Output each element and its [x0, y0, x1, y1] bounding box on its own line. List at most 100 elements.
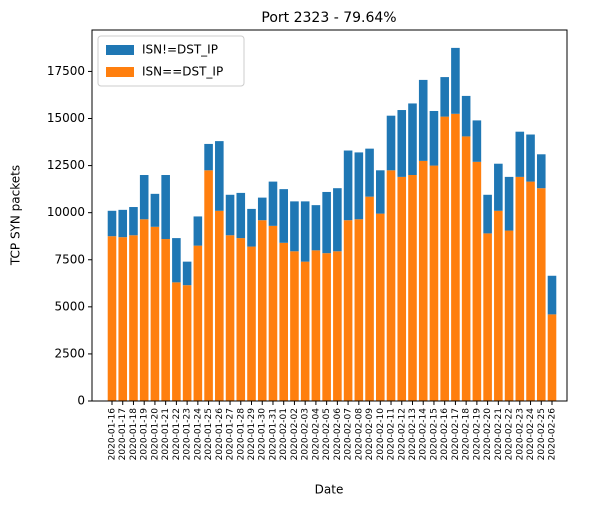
bar-segment	[215, 141, 224, 211]
legend-box	[97, 35, 245, 87]
x-tick-label: 2020-02-15	[429, 408, 439, 460]
bar-segment	[354, 152, 364, 220]
bar-segment	[257, 220, 267, 401]
bar-segment	[418, 160, 428, 401]
y-tick-label: 17500	[47, 64, 85, 78]
bar-segment	[107, 210, 117, 237]
bar-segment	[150, 193, 160, 227]
bar-segment	[536, 188, 546, 401]
x-tick-label: 2020-02-21	[494, 408, 504, 460]
x-tick-label: 2020-02-26	[548, 408, 558, 461]
bar-segment	[515, 176, 525, 401]
bar-segment	[290, 201, 299, 252]
x-tick-label: 2020-02-22	[505, 408, 515, 460]
x-tick-label: 2020-01-28	[236, 408, 246, 461]
bar-segment	[408, 175, 417, 401]
legend-label: ISN!=DST_IP	[142, 43, 218, 57]
bar-segment	[440, 116, 449, 401]
bar-segment	[483, 233, 492, 401]
y-tick-label: 10000	[47, 205, 85, 219]
bar-segment	[343, 150, 353, 221]
bar-segment	[172, 238, 181, 283]
x-tick-label: 2020-01-21	[161, 408, 171, 460]
bar-segment	[268, 181, 278, 226]
x-tick-label: 2020-02-19	[472, 408, 482, 461]
bar-segment	[547, 275, 557, 315]
bar-segment	[515, 131, 525, 177]
bar-segment	[547, 314, 557, 401]
x-tick-label: 2020-02-08	[354, 408, 364, 461]
bar-segment	[182, 285, 192, 401]
bar-segment	[118, 237, 128, 401]
x-tick-label: 2020-01-31	[268, 408, 278, 460]
bar-segment	[193, 216, 203, 246]
x-tick-label: 2020-02-23	[515, 408, 525, 460]
x-tick-label: 2020-02-09	[365, 408, 375, 461]
x-tick-label: 2020-01-19	[140, 408, 150, 461]
x-tick-label: 2020-01-20	[150, 408, 160, 461]
bar-segment	[451, 113, 460, 401]
bar-segment	[494, 210, 503, 401]
x-tick-label: 2020-02-16	[440, 408, 450, 461]
bar-segment	[494, 163, 503, 211]
chart-title: Port 2323 - 79.64%	[261, 10, 396, 26]
x-tick-label: 2020-02-25	[537, 408, 547, 460]
x-tick-label: 2020-01-30	[258, 408, 268, 461]
bar-segment	[322, 253, 331, 401]
x-tick-label: 2020-02-13	[408, 408, 418, 460]
x-tick-label: 2020-02-06	[333, 408, 343, 461]
bar-segment	[268, 225, 278, 401]
bar-segment	[483, 194, 492, 234]
x-tick-label: 2020-02-04	[311, 408, 321, 461]
x-tick-label: 2020-02-17	[451, 408, 461, 460]
x-tick-label: 2020-02-02	[290, 408, 300, 460]
bar-segment	[279, 242, 288, 401]
bar-segment	[472, 120, 482, 162]
bar-segment	[418, 79, 428, 161]
bar-segment	[215, 210, 224, 401]
legend-swatch	[106, 45, 134, 55]
x-tick-label: 2020-02-07	[344, 408, 354, 460]
x-tick-label: 2020-02-10	[376, 408, 386, 461]
bar-segment	[311, 205, 321, 251]
bar-segment	[376, 213, 385, 401]
bar-segment	[225, 235, 235, 401]
bar-segment	[354, 219, 364, 401]
x-tick-label: 2020-02-05	[322, 408, 332, 460]
x-tick-label: 2020-02-03	[301, 408, 311, 460]
bar-segment	[451, 47, 460, 114]
bar-segment	[429, 165, 439, 401]
bar-segment	[300, 201, 310, 262]
x-tick-label: 2020-02-20	[483, 408, 493, 461]
x-tick-label: 2020-01-24	[193, 408, 203, 461]
bar-segment	[504, 230, 514, 401]
bar-segment	[526, 134, 535, 182]
bar-segment	[440, 77, 449, 117]
x-tick-label: 2020-01-25	[204, 408, 214, 460]
x-tick-label: 2020-01-27	[226, 408, 236, 460]
bar-segment	[150, 226, 160, 401]
y-tick-label: 5000	[54, 299, 85, 313]
y-tick-label: 2500	[54, 346, 85, 360]
y-axis-label: TCP SYN packets	[9, 165, 23, 266]
bar-segment	[204, 170, 213, 401]
bar-segment	[333, 188, 342, 252]
bar-segment	[225, 194, 235, 236]
bar-segment	[322, 191, 331, 254]
y-tick-label: 15000	[47, 111, 85, 125]
bar-segment	[139, 219, 149, 401]
x-tick-label: 2020-01-18	[129, 408, 139, 461]
x-tick-label: 2020-02-18	[462, 408, 472, 461]
x-tick-label: 2020-02-12	[397, 408, 407, 460]
y-tick-label: 0	[77, 394, 85, 408]
bar-segment	[257, 197, 267, 221]
plot-frame	[91, 29, 568, 402]
x-tick-label: 2020-01-29	[247, 408, 257, 461]
x-axis-label: Date	[315, 483, 344, 497]
x-tick-label: 2020-02-01	[279, 408, 289, 460]
bar-segment	[386, 170, 396, 401]
x-tick-label: 2020-01-26	[215, 408, 225, 461]
bar-segment	[300, 261, 310, 401]
